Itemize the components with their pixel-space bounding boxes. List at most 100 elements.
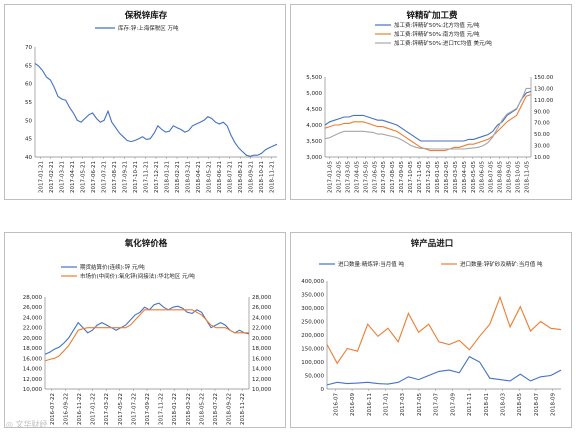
x-tick-label: 2017-05-22 [118,393,124,425]
y-tick-label: 45 [25,137,32,143]
y-tick-label: 3,000 [306,155,322,161]
y-tick-label: 24,000 [23,315,43,321]
y-right-tick-label: 50.00 [534,132,550,138]
x-tick-label: 2018-06-05 [480,161,486,193]
y-tick-label: 60 [25,82,32,88]
y-tick-label: 28,000 [23,295,43,301]
x-tick-label: 2017-01-05 [327,161,333,193]
y-tick-label: 18,000 [23,346,43,352]
y-right-tick-label: 110.00 [534,98,554,104]
y-tick-label: 20,000 [23,336,43,342]
x-tick-label: 2017-08-21 [112,161,118,193]
x-tick-label: 2018-03-22 [186,393,192,425]
x-tick-label: 2017-03-21 [59,161,65,193]
x-tick-label: 2017-02-05 [336,161,342,193]
legend-label: 市场价(中间价):氧化锌(间接法):华北地区 元/吨 [80,272,195,280]
y-tick-label: 0 [321,387,325,393]
x-tick-label: 2018-07-21 [228,161,234,193]
x-tick-label: 2018-05-05 [471,161,477,193]
chart-title: 锌精矿加工费 [406,10,458,21]
x-tick-label: 2018-06-21 [217,161,223,193]
x-tick-label: 2017-11-05 [417,161,423,193]
x-tick-label: 2016-07-22 [50,393,56,425]
x-tick-label: 2018-01-22 [172,393,178,425]
x-tick-label: 2016-09-22 [63,393,69,425]
legend-label: 加工费:锌精矿50%:北方均值 元/吨 [394,21,480,29]
x-tick-label: 2017-04-05 [354,161,360,193]
x-tick-label: 2017-06-05 [372,161,378,193]
x-tick-label: 2017-06-21 [91,161,97,193]
y-tick-label: 12,000 [23,377,43,383]
x-tick-label: 2018-01-05 [435,161,441,193]
x-tick-label: 2017-01-21 [38,161,44,193]
x-tick-label: 2018-05-22 [199,393,205,425]
x-tick-label: 2018-05-21 [207,161,213,193]
y-tick-label: 4,500 [306,107,322,113]
y-tick-label: 26,000 [23,305,43,311]
y-tick-label: 300,000 [301,306,324,312]
y-tick-label: 65 [25,63,32,69]
x-tick-label: 2017-11-22 [159,393,165,425]
watermark: ◎ 文华财经 [6,420,48,429]
x-tick-label: 2018-07 [534,393,540,416]
x-tick-label: 2016-11-22 [77,393,83,425]
x-tick-label: 2018-09 [551,393,557,416]
y-right-tick-label: 18,000 [252,346,272,352]
y-tick-label: 5,000 [306,91,322,97]
legend-label: 进口数量:锌矿砂及精矿:当月值 吨 [460,260,543,268]
x-tick-label: 2018-09-21 [249,161,255,193]
x-tick-label: 2017-05 [417,393,423,416]
y-right-tick-label: 30.00 [534,144,550,150]
x-tick-label: 2017-11 [467,393,473,416]
x-tick-label: 2017-07-22 [131,393,137,425]
y-tick-label: 250,000 [301,320,324,326]
x-tick-label: 2017-05-21 [80,161,86,193]
x-tick-label: 2017-07-05 [381,161,387,193]
y-tick-label: 150,000 [301,347,324,353]
y-right-tick-label: 14,000 [252,367,272,373]
y-right-tick-label: 24,000 [252,315,272,321]
x-tick-label: 2017-12-05 [426,161,432,193]
zinc-imports-chart: 锌产品进口 进口数量:精炼锌:当月值 吨 进口数量:锌矿砂及精矿:当月值 吨 0 50,… [290,232,572,428]
y-right-tick-label: 90.00 [534,109,550,115]
y-tick-label: 10,000 [23,387,43,393]
x-tick-label: 2018-01 [484,393,490,416]
legend-label: 进口数量:精炼锌:当月值 吨 [338,260,404,268]
series-line-2 [324,94,532,152]
y-tick-label: 40 [25,155,32,161]
y-right-tick-label: 10,000 [252,387,272,393]
y-right-tick-label: 20,000 [252,336,272,342]
x-tick-label: 2018-11-05 [525,161,531,193]
x-tick-label: 2018-10-05 [516,161,522,193]
series-line-1 [34,63,278,157]
y-tick-label: 50,000 [305,374,325,380]
series-line-1 [44,302,250,355]
y-right-tick-label: 130.00 [534,86,554,92]
x-tick-label: 2018-11-22 [240,393,246,425]
x-tick-label: 2017-12-21 [154,161,160,193]
series-line-2 [44,309,249,362]
x-tick-label: 2017-10-21 [133,161,139,193]
x-tick-label: 2018-09-05 [507,161,513,193]
y-right-tick-label: 16,000 [252,356,272,362]
y-tick-label: 3,500 [306,139,322,145]
x-tick-label: 2018-03 [501,393,507,416]
x-tick-label: 2018-03-05 [453,161,459,193]
series-line-1 [326,355,562,386]
y-right-tick-label: 22,000 [252,326,272,332]
y-tick-label: 4,000 [306,123,322,129]
x-tick-label: 2018-08-21 [238,161,244,193]
y-tick-label: 55 [25,100,32,106]
chart-title: 氧化锌价格 [124,238,168,249]
series-line-2 [326,295,562,365]
y-right-tick-label: 70.00 [534,121,550,127]
y-tick-label: 100,000 [301,360,324,366]
x-tick-label: 2017-09-21 [122,161,128,193]
x-tick-label: 2018-07-22 [213,393,219,425]
series-line-3 [324,87,531,150]
x-tick-label: 2016-11 [367,393,373,416]
x-tick-label: 2017-02-21 [49,161,55,193]
y-tick-label: 70 [25,45,32,51]
